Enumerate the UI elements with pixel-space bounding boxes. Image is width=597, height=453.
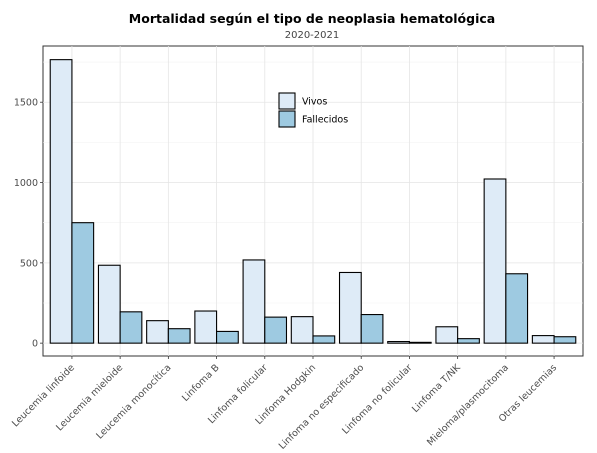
bar-fallecidos (216, 330, 239, 344)
bar-vivos (290, 316, 314, 344)
y-axis: 0 500 1000 1500 (14, 98, 43, 350)
x-tick-label: Linfoma no especificado (277, 362, 367, 452)
bar-fallecidos (553, 336, 577, 344)
x-tick-label: Mieloma/plasmocitoma (425, 362, 511, 448)
legend-label-vivos: Vivos (302, 97, 327, 108)
legend-key-fallecidos (278, 110, 296, 128)
y-tick-label: 1500 (14, 98, 38, 109)
x-tick-label: Linfoma T/NK (410, 362, 463, 415)
bar-vivos (49, 59, 73, 344)
bar-vivos (387, 340, 410, 344)
bar-vivos (338, 271, 362, 344)
bar-fallecidos (505, 273, 529, 344)
bar-fallecidos (119, 311, 143, 344)
legend-label-fallecidos: Fallecidos (302, 115, 348, 126)
chart-subtitle: 2020-2021 (285, 30, 340, 41)
bar-vivos (242, 259, 266, 344)
bar-fallecidos (457, 338, 480, 344)
bar-vivos (435, 326, 459, 344)
legend: Vivos Fallecidos (278, 92, 348, 128)
bar-vivos (194, 310, 218, 344)
bar-vivos (146, 320, 169, 344)
bar-vivos (483, 178, 507, 344)
bar-fallecidos (408, 341, 432, 344)
bar-vivos (97, 264, 121, 344)
chart-title: Mortalidad según el tipo de neoplasia he… (129, 11, 495, 26)
bar-fallecidos (71, 222, 95, 344)
bar-vivos (531, 335, 555, 344)
bar-fallecidos (167, 328, 191, 344)
x-tick-label: Linfoma B (180, 362, 222, 404)
bar-fallecidos (312, 335, 336, 344)
y-tick-label: 1000 (14, 178, 38, 189)
y-tick-label: 0 (32, 339, 38, 350)
bar-fallecidos (360, 314, 384, 344)
bars (49, 59, 577, 344)
legend-key-vivos (278, 92, 296, 110)
bar-fallecidos (264, 316, 288, 344)
y-tick-label: 500 (20, 258, 38, 269)
